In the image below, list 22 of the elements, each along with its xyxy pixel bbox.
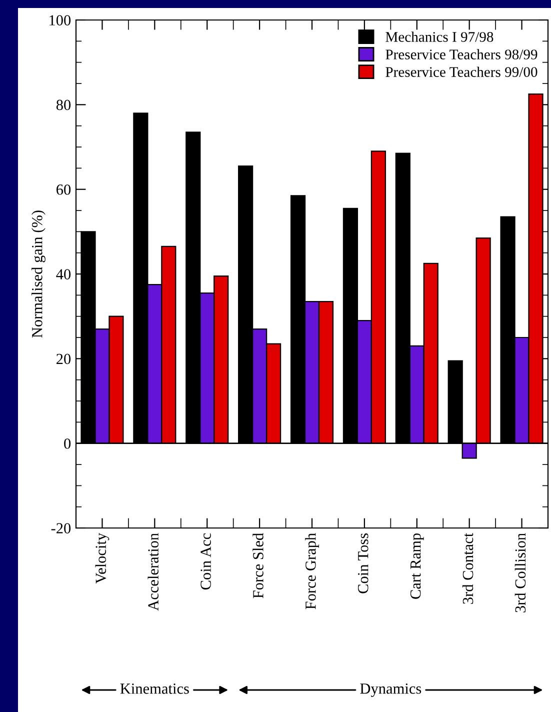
y-tick-label: 60 [56, 184, 71, 195]
y-tick-label: 100 [50, 15, 71, 26]
x-tick-label: 3rd Collision [514, 533, 526, 612]
legend-label: Preservice Teachers 98/99 [386, 49, 538, 60]
y-tick-label: -20 [51, 523, 71, 534]
x-tick-label: 3rd Contact [462, 532, 474, 604]
x-tick-label: Velocity [95, 532, 110, 584]
y-axis-title: Normalised gain (%) [32, 210, 46, 338]
x-tick-label: Cart Ramp [410, 533, 424, 599]
text: Dynamics [360, 684, 422, 697]
legend-label: Preservice Teachers 99/00 [386, 66, 538, 77]
x-tick-label: Force Sled [252, 533, 264, 598]
text: Kinematics [120, 684, 189, 694]
legend-label: Mechanics I 97/98 [386, 32, 494, 42]
x-tick-label: Force Graph [305, 533, 319, 610]
y-tick-label: 80 [56, 100, 71, 110]
x-tick-label: Coin Acc [200, 533, 211, 590]
x-tick-label: Acceleration [148, 533, 158, 611]
y-tick-label: 20 [56, 354, 71, 364]
y-tick-label: 0 [64, 438, 71, 449]
x-tick-label: Coin Toss [358, 533, 368, 594]
y-tick-label: 40 [56, 269, 71, 280]
